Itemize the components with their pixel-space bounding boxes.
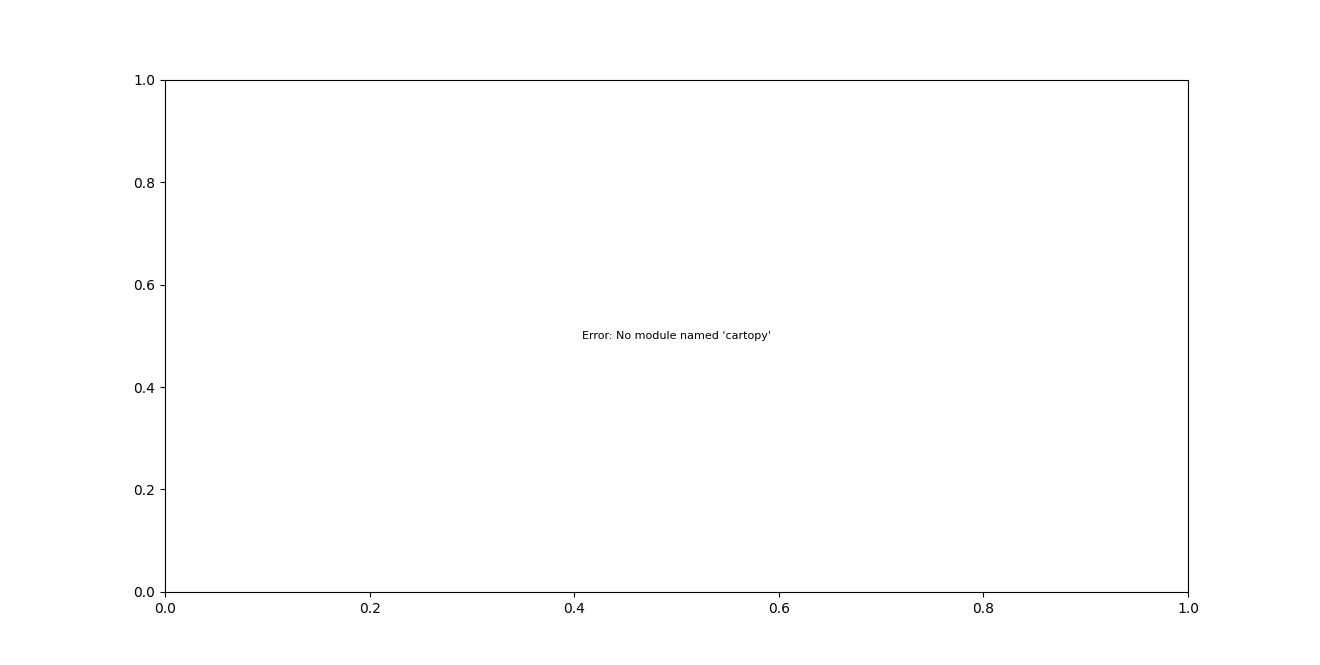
Text: Error: No module named 'cartopy': Error: No module named 'cartopy' — [582, 331, 771, 341]
